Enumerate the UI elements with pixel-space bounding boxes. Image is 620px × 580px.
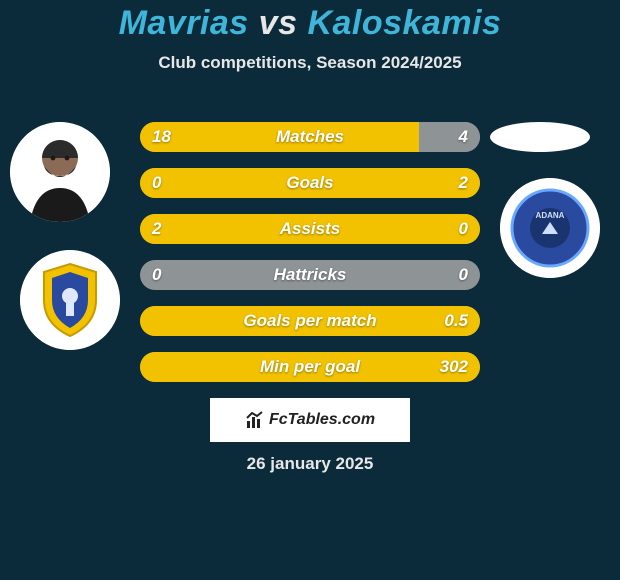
attrib-brand-left: Fc (269, 411, 288, 428)
stat-row: 20Assists (140, 214, 480, 244)
date: 26 january 2025 (0, 454, 620, 474)
title-right: Kaloskamis (307, 4, 501, 42)
stat-row: 302Min per goal (140, 352, 480, 382)
chart-icon (245, 410, 265, 430)
stat-label: Min per goal (140, 352, 480, 382)
page-title: Mavrias vs Kaloskamis (0, 4, 620, 43)
stat-label: Goals per match (140, 306, 480, 336)
svg-text:ADANA: ADANA (536, 211, 565, 220)
club2-badge: ADANA (500, 178, 600, 278)
stat-row: 00Hattricks (140, 260, 480, 290)
title-sep: vs (259, 4, 298, 42)
stat-row: 184Matches (140, 122, 480, 152)
stat-label: Assists (140, 214, 480, 244)
attribution: FcTables.com (210, 398, 410, 442)
infographic: Mavrias vs Kaloskamis Club competitions,… (0, 0, 620, 580)
stat-label: Hattricks (140, 260, 480, 290)
subtitle: Club competitions, Season 2024/2025 (0, 53, 620, 73)
attrib-brand-right: Tables.com (288, 411, 375, 428)
stat-row: 02Goals (140, 168, 480, 198)
stat-label: Goals (140, 168, 480, 198)
player2-avatar-placeholder (490, 122, 590, 152)
player1-avatar (10, 122, 110, 222)
stats-panel: 184Matches 02Goals 20Assists 00Hattricks 0.5… (140, 122, 480, 398)
stat-label: Matches (140, 122, 480, 152)
stat-row: 0.5Goals per match (140, 306, 480, 336)
title-left: Mavrias (119, 4, 249, 42)
club1-badge (20, 250, 120, 350)
